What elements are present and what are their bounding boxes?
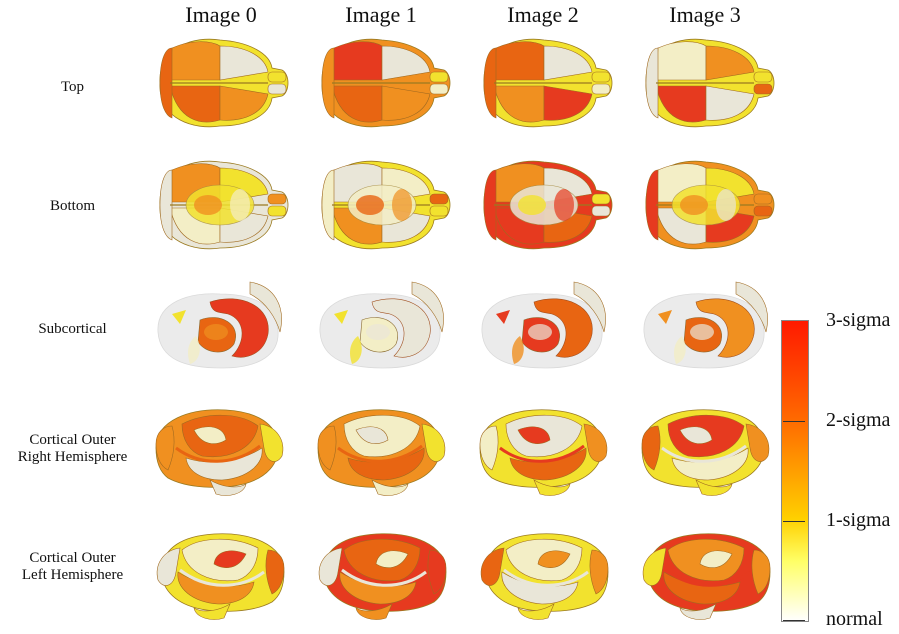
colorbar-label-1sigma: 1-sigma: [826, 509, 891, 531]
brain-render-cortical-right-image-0: [150, 396, 290, 506]
colorbar-label-normal: normal: [826, 608, 883, 630]
colorbar-label-3sigma: 3-sigma: [826, 309, 891, 331]
brain-render-svg: [159, 160, 289, 250]
row-label-bottom: Bottom: [49, 198, 95, 214]
brain-render-top-image-3: [636, 28, 776, 138]
column-title-0: Image 0: [185, 2, 257, 27]
brain-render-cortical-left-image-3: [636, 520, 776, 630]
brain-render-cortical-right-image-1: [312, 396, 452, 506]
brain-render-svg: [641, 409, 770, 496]
brain-render-svg: [317, 409, 446, 496]
row-label-subcortical: Subcortical: [38, 321, 107, 337]
colorbar-gradient: [781, 320, 809, 622]
brain-render-svg: [645, 160, 775, 250]
brain-render-svg: [159, 38, 289, 128]
brain-render-svg: [321, 160, 451, 250]
colorbar-tick-normal: [783, 620, 805, 621]
column-title-1: Image 1: [345, 2, 417, 27]
colorbar-tick-1sigma: [783, 521, 805, 522]
brain-render-cortical-right-image-3: [636, 396, 776, 506]
brain-render-subcortical-image-3: [636, 272, 776, 382]
brain-render-subcortical-image-2: [474, 272, 614, 382]
brain-render-cortical-left-image-0: [150, 520, 290, 630]
colorbar-tick-2sigma: [783, 421, 805, 422]
brain-render-top-image-1: [312, 28, 452, 138]
brain-render-bottom-image-1: [312, 150, 452, 260]
brain-render-svg: [643, 281, 768, 369]
row-label-top: Top: [60, 79, 85, 95]
column-title-2: Image 2: [507, 2, 579, 27]
row-label-cortical-left: Cortical Outer Left Hemisphere: [21, 550, 124, 583]
brain-render-subcortical-image-0: [150, 272, 290, 382]
brain-render-svg: [321, 38, 451, 128]
colorbar-label-2sigma: 2-sigma: [826, 409, 891, 431]
brain-render-cortical-right-image-2: [474, 396, 614, 506]
brain-render-bottom-image-0: [150, 150, 290, 260]
brain-render-top-image-2: [474, 28, 614, 138]
brain-render-subcortical-image-1: [312, 272, 452, 382]
brain-render-svg: [642, 533, 771, 620]
brain-render-svg: [319, 281, 444, 369]
brain-render-cortical-left-image-1: [312, 520, 452, 630]
row-label-cortical-right: Cortical Outer Right Hemisphere: [17, 432, 128, 465]
brain-render-svg: [480, 533, 609, 620]
brain-render-svg: [645, 38, 775, 128]
brain-render-svg: [483, 160, 613, 250]
brain-render-svg: [156, 533, 285, 620]
brain-render-svg: [157, 281, 282, 369]
brain-render-bottom-image-3: [636, 150, 776, 260]
brain-render-svg: [481, 281, 606, 369]
brain-render-svg: [318, 533, 447, 620]
brain-render-bottom-image-2: [474, 150, 614, 260]
brain-render-cortical-left-image-2: [474, 520, 614, 630]
brain-render-svg: [483, 38, 613, 128]
brain-render-svg: [155, 409, 284, 496]
brain-render-svg: [479, 409, 608, 496]
brain-render-top-image-0: [150, 28, 290, 138]
column-title-3: Image 3: [669, 2, 741, 27]
